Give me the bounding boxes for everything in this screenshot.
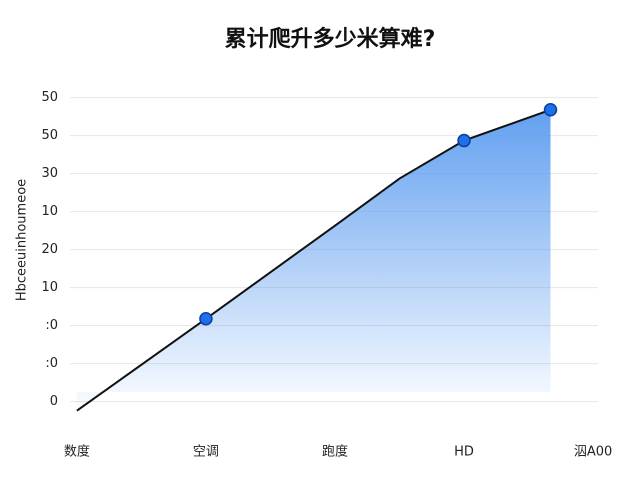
y-tick-label: 0 (50, 394, 58, 409)
point (199, 312, 213, 326)
x-tick-label: HD (454, 445, 474, 460)
x-tick-label: 跑度 (322, 444, 348, 460)
y-tick-label: 50 (41, 128, 58, 143)
y-tick-label: :0 (45, 318, 58, 333)
point (543, 103, 558, 117)
y-tick-label: 10 (41, 204, 58, 219)
x-tick-label: 空调 (193, 445, 219, 460)
y-axis-label: Hbceeuinhoumeoe (15, 179, 30, 301)
x-tick-label: 泅A00 (574, 445, 612, 460)
chart-title: 累计爬升多少米算难? (225, 26, 436, 52)
line (76, 108, 551, 412)
y-tick-label: 50 (41, 90, 58, 105)
x-tick-label: 数度 (64, 444, 90, 460)
y-tick-label: :0 (45, 356, 58, 371)
point (457, 133, 471, 148)
y-tick-label: 20 (41, 242, 58, 257)
area (76, 109, 551, 411)
y-tick-label: 10 (41, 280, 58, 295)
y-tick-label: 30 (41, 166, 58, 181)
